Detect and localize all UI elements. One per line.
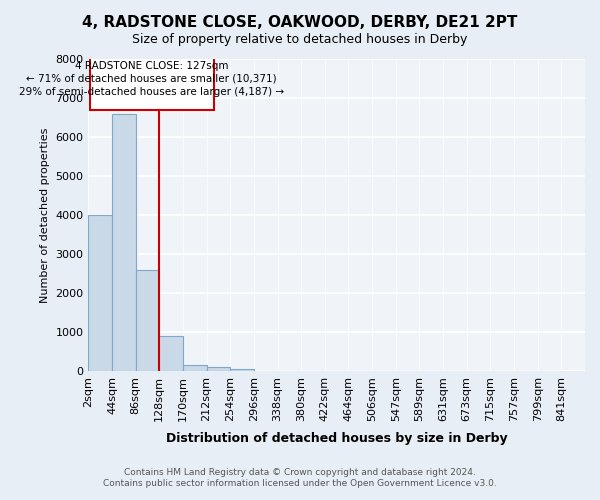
Text: Contains HM Land Registry data © Crown copyright and database right 2024.
Contai: Contains HM Land Registry data © Crown c… (103, 468, 497, 487)
X-axis label: Distribution of detached houses by size in Derby: Distribution of detached houses by size … (166, 432, 508, 445)
Text: Size of property relative to detached houses in Derby: Size of property relative to detached ho… (133, 32, 467, 46)
Y-axis label: Number of detached properties: Number of detached properties (40, 128, 50, 302)
Bar (112, 114, 136, 371)
Bar (230, 369, 254, 371)
Bar (88, 215, 112, 371)
Polygon shape (89, 56, 214, 110)
Bar (183, 365, 206, 371)
Bar (136, 270, 159, 371)
Text: ← 71% of detached houses are smaller (10,371): ← 71% of detached houses are smaller (10… (26, 74, 277, 84)
Bar (206, 367, 230, 371)
Text: 29% of semi-detached houses are larger (4,187) →: 29% of semi-detached houses are larger (… (19, 87, 284, 97)
Text: 4 RADSTONE CLOSE: 127sqm: 4 RADSTONE CLOSE: 127sqm (75, 61, 229, 71)
Text: 4, RADSTONE CLOSE, OAKWOOD, DERBY, DE21 2PT: 4, RADSTONE CLOSE, OAKWOOD, DERBY, DE21 … (82, 15, 518, 30)
Bar (159, 336, 183, 371)
